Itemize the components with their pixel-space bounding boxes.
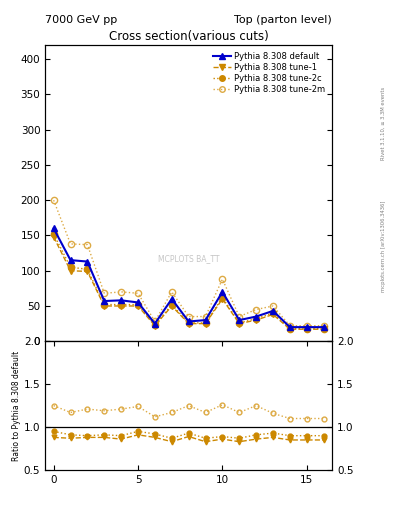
Y-axis label: Ratio to Pythia 8.308 default: Ratio to Pythia 8.308 default — [12, 351, 21, 461]
Text: Rivet 3.1.10, ≥ 3.3M events: Rivet 3.1.10, ≥ 3.3M events — [381, 86, 386, 160]
Legend: Pythia 8.308 default, Pythia 8.308 tune-1, Pythia 8.308 tune-2c, Pythia 8.308 tu: Pythia 8.308 default, Pythia 8.308 tune-… — [210, 49, 328, 96]
Title: Cross section(various cuts): Cross section(various cuts) — [109, 30, 268, 42]
Text: MCPLOTS BA_TT: MCPLOTS BA_TT — [158, 254, 219, 263]
Text: Top (parton level): Top (parton level) — [234, 14, 332, 25]
Text: 7000 GeV pp: 7000 GeV pp — [45, 14, 118, 25]
Text: mcplots.cern.ch [arXiv:1306.3436]: mcplots.cern.ch [arXiv:1306.3436] — [381, 200, 386, 291]
